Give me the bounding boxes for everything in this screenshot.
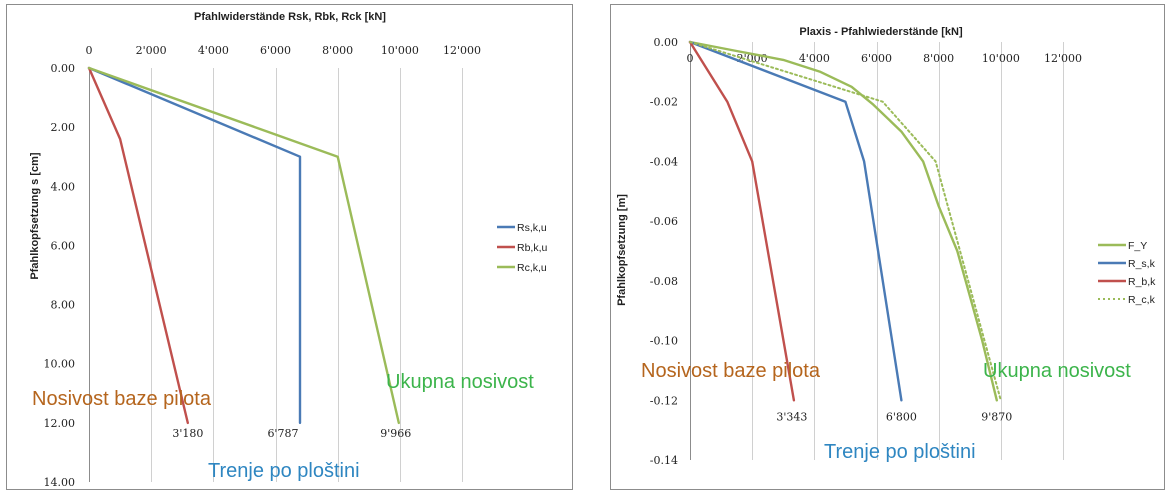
right-chart-y-tick-label: -0.14 [650,454,678,467]
left-chart-x-tick-label: 0 [86,44,93,57]
left-chart-y-tick-label: 8.00 [51,299,76,312]
left-chart-y-tick-label: 14.00 [44,476,76,489]
left-chart-legend: Rs,k,u Rb,k,u Rc,k,u [497,222,548,274]
right-chart-data-label: 3'343 [776,410,807,423]
right-chart-legend-label: F_Y [1128,240,1147,252]
right-chart-legend: F_Y R_s,k R_b,k R_c,k [1098,240,1156,306]
left-annotation-total-capacity: Ukupna nosivost [386,371,534,393]
left-chart-series-rb-k-u-line [87,66,190,425]
right-chart-y-tick-label: -0.08 [650,275,678,288]
left-chart-gridlines [89,68,463,482]
left-chart-data-label: 3'180 [172,427,203,440]
left-chart-y-tick-label: 6.00 [51,239,76,252]
right-chart-legend-label: R_b,k [1128,276,1156,288]
right-chart-y-tick-label: -0.12 [650,394,678,407]
right-chart-y-axis-label: Pfahlkopfsetzung [m] [616,194,628,306]
left-chart-legend-label: Rc,k,u [517,262,547,274]
right-chart-data-label: 9'870 [981,410,1012,423]
right-chart-legend-label: R_c,k [1128,294,1156,306]
right-chart-x-tick-label: 4'000 [799,52,830,65]
right-chart-y-tick-label: -0.02 [650,96,678,109]
left-chart-y-tick-label: 10.00 [44,358,76,371]
right-chart-series-r-b-k-line [688,40,796,402]
left-chart-data-label: 9'966 [380,427,411,440]
right-chart-title: Plaxis - Pfahlwiederstände [kN] [799,26,963,38]
left-annotation-skin-friction: Trenje po ploštini [208,460,360,482]
left-chart-title: Pfahlwiderstände Rsk, Rbk, Rck [kN] [194,11,386,23]
left-chart-x-tick-label: 6'000 [260,44,291,57]
right-chart-frame [610,4,1165,490]
left-annotation-base-capacity: Nosivost baze pilota [32,388,212,410]
right-chart-y-tick-label: -0.06 [650,215,678,228]
left-chart-series-rc-k-u-line [87,66,400,425]
right-chart-series-r-s-k-line [688,40,903,402]
right-chart-series-r-c-k-line [689,41,1002,402]
right-chart-x-tick-label: 8'000 [923,52,954,65]
right-annotation-total-capacity: Ukupna nosivost [983,360,1131,382]
left-chart-x-tick-label: 10'000 [381,44,419,57]
left-chart-y-tick-label: 12.00 [44,417,76,430]
left-chart-x-tick-label: 2'000 [136,44,167,57]
right-chart-y-tick-label: 0.00 [654,36,679,49]
right-chart-x-tick-label: 12'000 [1044,52,1082,65]
right-chart-x-tick-label: 6'000 [861,52,892,65]
left-chart-x-tick-label: 8'000 [322,44,353,57]
right-annotation-base-capacity: Nosivost baze pilota [641,360,821,382]
left-chart-x-tick-label: 4'000 [198,44,229,57]
right-chart-gridlines [690,42,1064,460]
left-chart-legend-label: Rb,k,u [517,242,548,254]
left-chart: Pfahlwiderstände Rsk, Rbk, Rck [kN] Pfah… [29,11,548,489]
left-chart-data-label: 6'787 [267,427,298,440]
right-chart-x-tick-label: 10'000 [982,52,1020,65]
left-chart-series-rs-k-u-line [87,66,302,425]
left-chart-y-axis-label: Pfahlkopfsetzung s [cm] [29,152,41,279]
right-chart-series-f-y-line [688,40,998,402]
right-chart-data-label: 6'800 [886,410,917,423]
left-chart-legend-label: Rs,k,u [517,222,547,234]
left-chart-y-tick-label: 2.00 [51,121,76,134]
right-chart-y-tick-label: -0.10 [650,335,678,348]
left-chart-frame [6,4,573,490]
left-chart-y-tick-label: 4.00 [51,180,76,193]
left-chart-y-tick-label: 0.00 [51,62,76,75]
left-chart-x-tick-label: 12'000 [443,44,481,57]
right-chart-legend-label: R_s,k [1128,258,1156,270]
right-annotation-skin-friction: Trenje po ploštini [824,441,976,463]
right-chart-x-tick-label: 0 [687,52,694,65]
right-chart: Plaxis - Pfahlwiederstände [kN] Pfahlkop… [616,26,1156,467]
right-chart-y-tick-label: -0.04 [650,155,678,168]
